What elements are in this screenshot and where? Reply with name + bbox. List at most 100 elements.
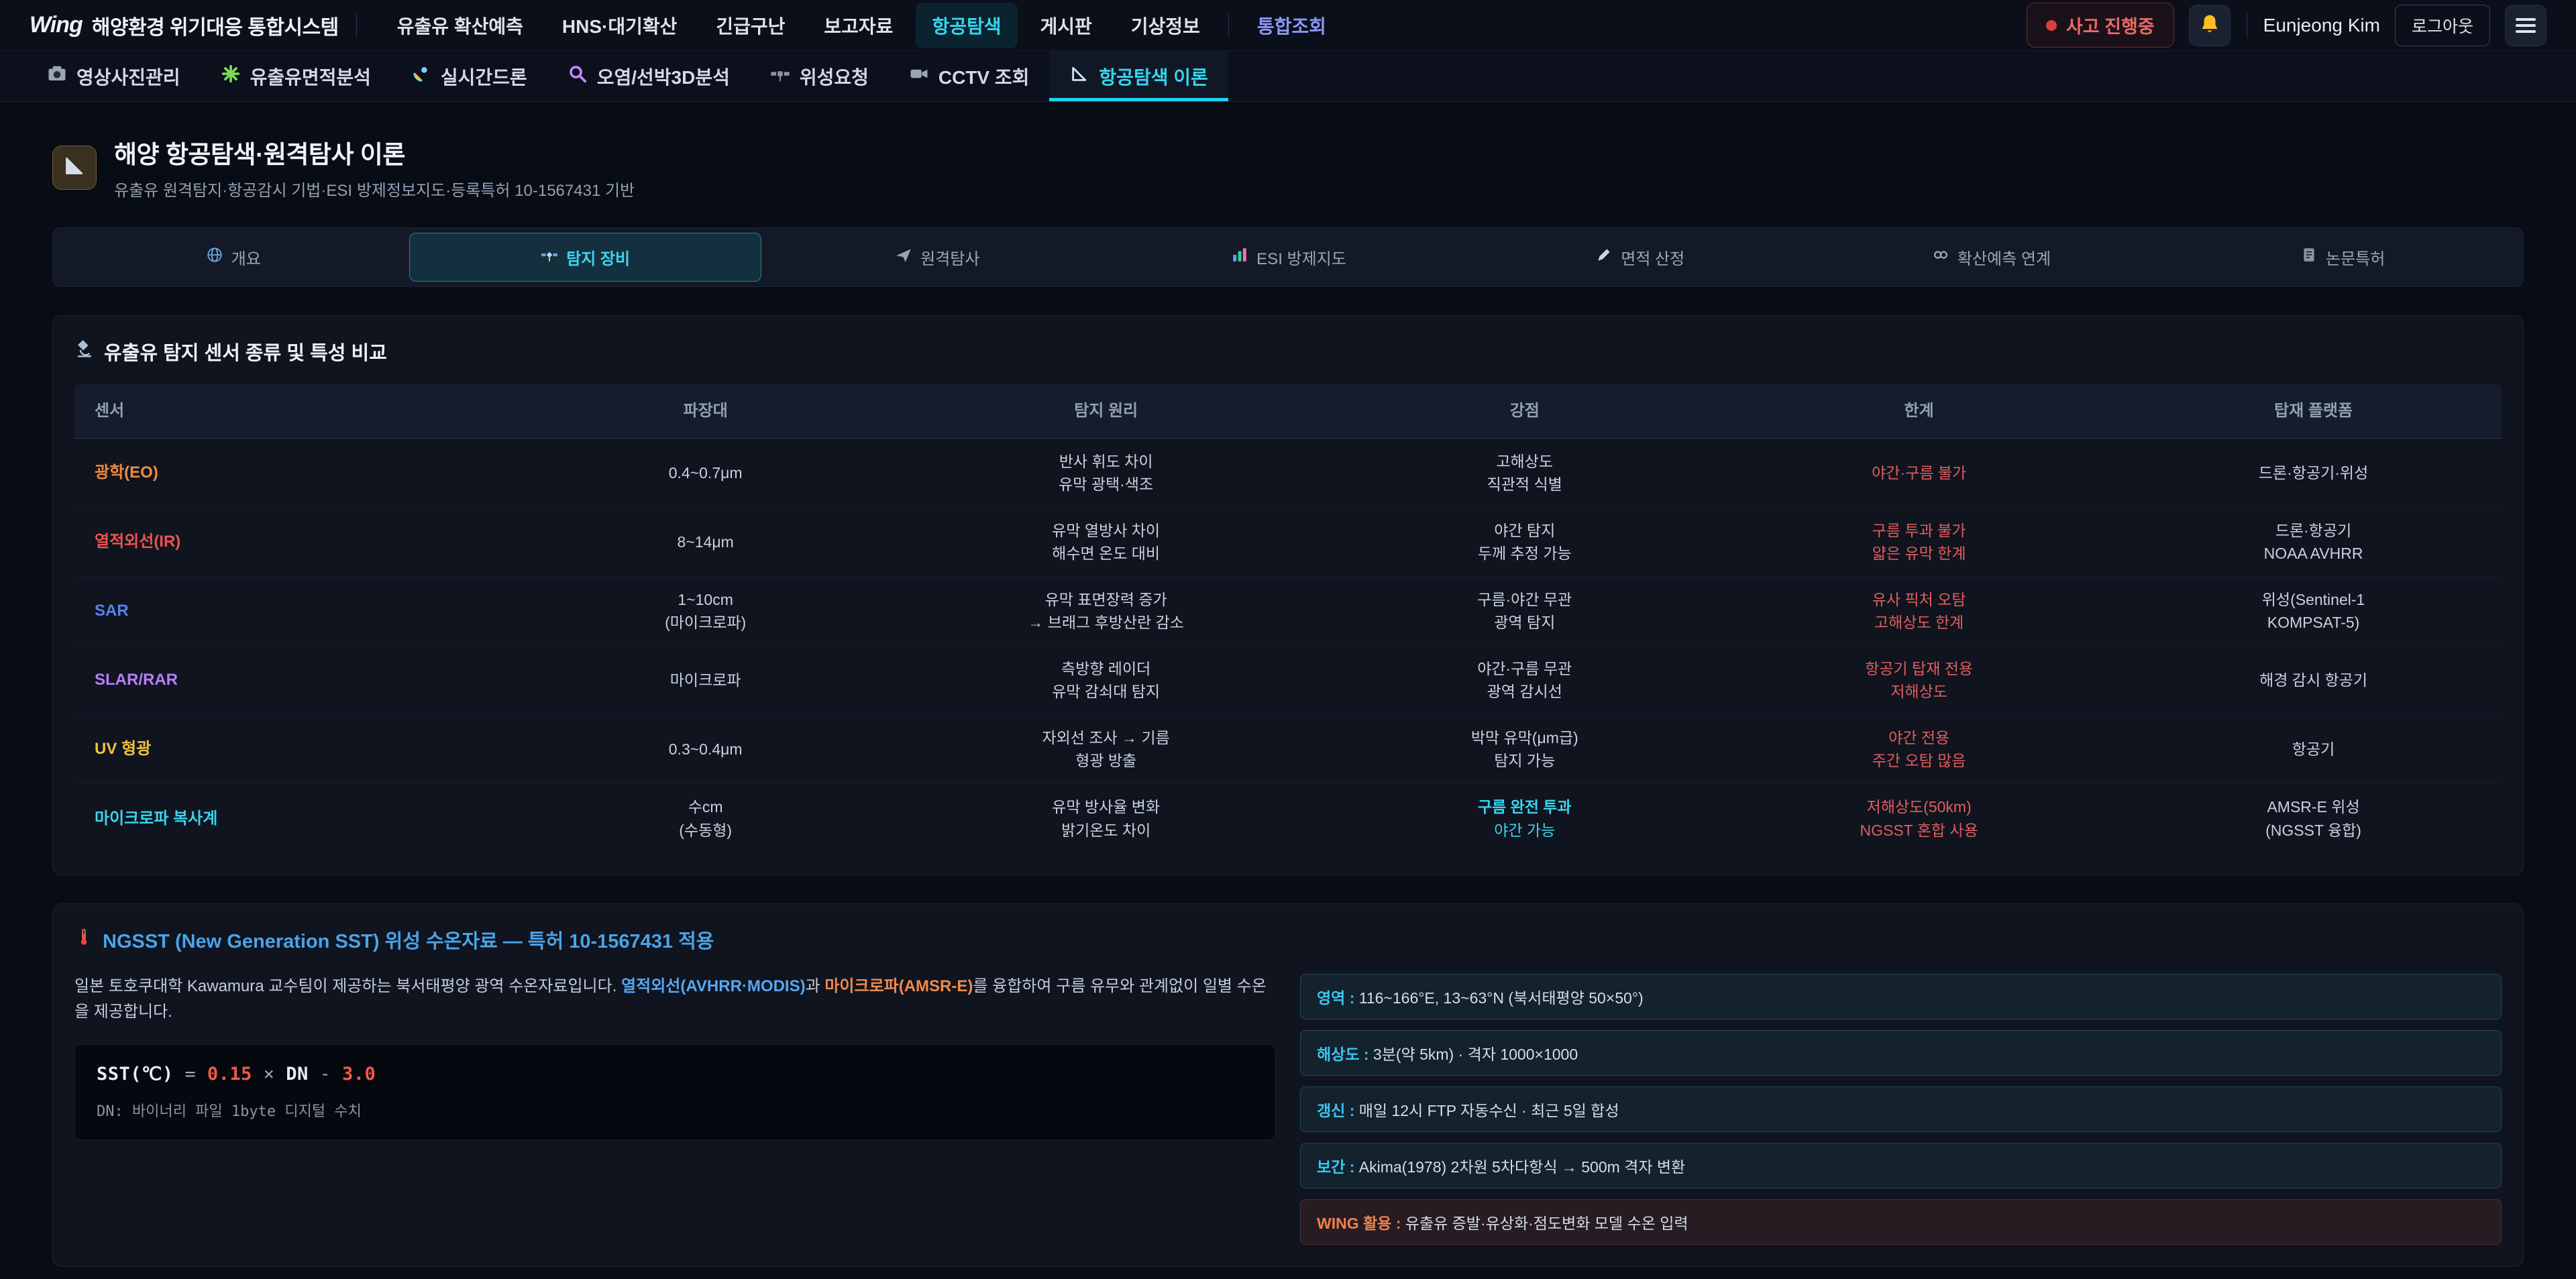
cell-line: 0.3~0.4μm xyxy=(668,740,743,758)
formula-token: DN xyxy=(286,1063,309,1085)
table-cell: 유막 표면장력 증가 → 브래그 후방산란 감소 xyxy=(875,577,1336,645)
sub-tab-label: 항공탐색 이론 xyxy=(1099,66,1208,88)
table-row-마이크로파 복사계: 마이크로파 복사계 수cm (수동형) 유막 방사율 변화 밝기온도 차이 구름 완전 투… xyxy=(74,784,2502,853)
cell-line: 1~10cm xyxy=(678,590,733,608)
sensor-comparison-table: 센서 파장대 탐지 원리 강점 한계 탑재 플랫폼 광학(EO) 0.4~0.7μm 반사 휘… xyxy=(74,384,2502,853)
cell-line: 광역 감시선 xyxy=(1487,683,1562,700)
table-cell: 유막 열방사 차이 해수면 온도 대비 xyxy=(875,508,1336,576)
section-tab-개요[interactable]: 개요 xyxy=(58,233,409,282)
main-nav-item-기상정보[interactable]: 기상정보 xyxy=(1130,15,1200,37)
sub-tab-오염/선박3D분석[interactable]: 오염/선박3D분석 xyxy=(547,51,750,101)
table-body: 광학(EO) 0.4~0.7μm 반사 휘도 차이 유막 광택·색조 고해상도 직관적 식… xyxy=(74,439,2502,853)
cell-line: 야간 전용 xyxy=(1888,728,1950,746)
column-header-파장대: 파장대 xyxy=(683,402,728,420)
link-icon xyxy=(1932,246,1949,268)
table-row-SAR: SAR 1~10cm (마이크로파) 유막 표면장력 증가 → 브래그 후방산란 감소 구… xyxy=(74,577,2502,646)
info-value: 매일 12시 FTP 자동수신 · 최근 5일 합성 xyxy=(1358,1102,1619,1119)
satellite-icon xyxy=(770,64,790,89)
cell-line: 야간 탐지 xyxy=(1494,521,1556,539)
hamburger-menu-button[interactable] xyxy=(2505,4,2546,46)
table-row-광학(EO): 광학(EO) 0.4~0.7μm 반사 휘도 차이 유막 광택·색조 고해상도 직관적 식… xyxy=(74,439,2502,508)
cell-line: 유막 열방사 차이 xyxy=(1052,521,1161,539)
section-tab-확산예측 연계[interactable]: 확산예측 연계 xyxy=(1816,233,2167,282)
cell-line: 주간 오탐 많음 xyxy=(1872,752,1966,769)
sub-tab-label: 위성요청 xyxy=(799,66,869,88)
cell-line: → 브래그 후방산란 감소 xyxy=(1028,614,1184,631)
section-tab-원격탐사[interactable]: 원격탐사 xyxy=(761,233,1113,282)
cell-line: NGSST 혼합 사용 xyxy=(1860,821,1978,839)
sub-tab-실시간드론[interactable]: 실시간드론 xyxy=(391,51,547,101)
main-nav-item-유출유 확산예측[interactable]: 유출유 확산예측 xyxy=(396,15,523,37)
main-nav-item-항공탐색[interactable]: 항공탐색 xyxy=(916,2,1018,48)
cell-line: 야간·구름 무관 xyxy=(1477,659,1572,677)
sensor-table-title-row: 유출유 탐지 센서 종류 및 특성 비교 xyxy=(74,337,2502,366)
sst-formula-block: SST(℃) = 0.15 × DN - 3.0 DN: 바이너리 파일 1by… xyxy=(74,1044,1276,1140)
section-tab-label: 논문특허 xyxy=(2326,250,2385,268)
microscope-icon xyxy=(74,339,95,364)
bell-icon xyxy=(2198,13,2221,38)
table-cell: 1~10cm (마이크로파) xyxy=(535,577,875,645)
sensor-name: SAR xyxy=(95,602,129,620)
cell-line: 고해상도 xyxy=(1496,452,1554,470)
sub-tab-항공탐색 이론[interactable]: 항공탐색 이론 xyxy=(1049,51,1228,101)
section-tab-탐지 장비[interactable]: 탐지 장비 xyxy=(409,233,762,282)
ngsst-info-해상도: 해상도 : 3분(약 5km) · 격자 1000×1000 xyxy=(1300,1030,2502,1076)
description-segment: 과 xyxy=(805,977,825,995)
section-tab-bar: 개요 탐지 장비 원격탐사 ESI 방제지도 면적 산정 확산예측 연계 논문특허 xyxy=(52,227,2524,287)
sub-tab-CCTV 조회[interactable]: CCTV 조회 xyxy=(889,51,1050,101)
info-label: 해상도 : xyxy=(1317,1046,1373,1063)
table-cell: 구름 투과 불가 얇은 유막 한계 xyxy=(1713,508,2125,576)
main-nav-item-HNS·대기확산[interactable]: HNS·대기확산 xyxy=(561,15,678,37)
sub-tab-유출유면적분석[interactable]: 유출유면적분석 xyxy=(201,51,391,101)
cell-line: AMSR-E 위성 xyxy=(2267,798,2360,816)
sub-nav: 영상사진관리 유출유면적분석 실시간드론 오염/선박3D분석 위성요청 CCTV 조회 항공… xyxy=(0,51,2576,102)
section-tab-ESI 방제지도[interactable]: ESI 방제지도 xyxy=(1113,233,1464,282)
description-segment: 일본 토호쿠대학 Kawamura 교수팀이 제공하는 북서태평양 광역 수온자… xyxy=(74,977,622,995)
satellite-dish-icon xyxy=(411,64,431,89)
cell-line: 광역 탐지 xyxy=(1494,614,1556,631)
formula-token: = xyxy=(184,1063,207,1085)
sst-formula: SST(℃) = 0.15 × DN - 3.0 xyxy=(97,1064,1254,1085)
sub-tab-영상사진관리[interactable]: 영상사진관리 xyxy=(27,51,201,101)
section-tab-label: 원격탐사 xyxy=(920,250,980,268)
table-cell: 드론·항공기·위성 xyxy=(2125,451,2502,496)
main-nav-item-게시판[interactable]: 게시판 xyxy=(1040,15,1092,37)
cell-line: 고해상도 한계 xyxy=(1874,614,1964,631)
sensor-name: UV 형광 xyxy=(95,740,152,758)
topbar-right: 사고 진행중 Eunjeong Kim 로그아웃 xyxy=(2026,3,2546,48)
cell-line: 자외선 조사 → 기름 xyxy=(1042,728,1170,746)
notifications-button[interactable] xyxy=(2188,4,2231,46)
table-cell: 유사 픽처 오탐 고해상도 한계 xyxy=(1713,577,2125,645)
formula-token: SST(℃) xyxy=(97,1063,185,1085)
section-tab-label: 개요 xyxy=(231,250,261,268)
app-logo[interactable]: Wing 해양환경 위기대응 통합시스템 xyxy=(30,11,339,40)
logout-button[interactable]: 로그아웃 xyxy=(2394,4,2490,46)
info-label: 갱신 : xyxy=(1317,1102,1359,1119)
cctv-icon xyxy=(909,64,929,89)
section-tab-면적 산정[interactable]: 면적 산정 xyxy=(1464,233,1816,282)
section-tab-논문특허[interactable]: 논문특허 xyxy=(2167,233,2518,282)
main-nav-item-긴급구난[interactable]: 긴급구난 xyxy=(716,15,786,37)
table-cell: AMSR-E 위성 (NGSST 융합) xyxy=(2125,785,2502,852)
cell-line: 유막 광택·색조 xyxy=(1059,476,1154,493)
page-icon-box xyxy=(52,145,97,190)
asterisk-icon xyxy=(221,64,241,89)
table-cell: 해경 감시 항공기 xyxy=(2125,658,2502,703)
status-dot-icon xyxy=(2045,19,2057,31)
ngsst-info-WING 활용: WING 활용 : 유출유 증발·유상화·점도변화 모델 수온 입력 xyxy=(1300,1199,2502,1245)
main-nav-item-보고자료[interactable]: 보고자료 xyxy=(824,15,894,37)
main-nav-item-통합조회[interactable]: 통합조회 xyxy=(1256,15,1326,37)
sub-tab-label: 영상사진관리 xyxy=(76,66,180,88)
incident-status-badge[interactable]: 사고 진행중 xyxy=(2026,3,2174,48)
sub-tab-위성요청[interactable]: 위성요청 xyxy=(750,51,889,101)
ngsst-title-row: NGSST (New Generation SST) 위성 수온자료 — 특허 … xyxy=(74,926,2502,954)
cell-line: 두께 추정 가능 xyxy=(1477,545,1572,562)
camera-icon xyxy=(47,64,67,89)
divider xyxy=(356,12,357,38)
formula-token: 3.0 xyxy=(341,1063,376,1085)
info-value: 3분(약 5km) · 격자 1000×1000 xyxy=(1373,1046,1578,1063)
page-header: 해양 항공탐색·원격탐사 이론 유출유 원격탐지·항공감시 기법·ESI 방제정… xyxy=(52,134,2524,201)
sub-tab-label: 오염/선박3D분석 xyxy=(596,66,730,88)
main-nav: 유출유 확산예측 HNS·대기확산 긴급구난 보고자료 항공탐색 게시판 기상정보 통합조회 xyxy=(381,2,1342,48)
